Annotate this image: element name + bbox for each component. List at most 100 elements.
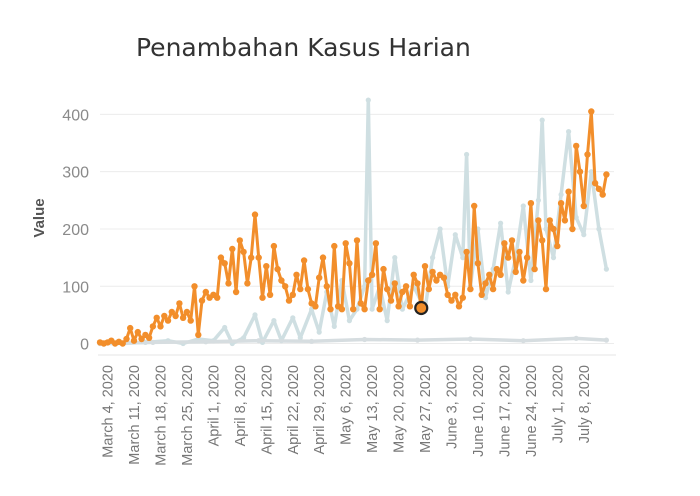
data-point[interactable] xyxy=(161,312,168,320)
data-point[interactable] xyxy=(493,265,500,273)
data-point[interactable] xyxy=(119,340,126,347)
data-point[interactable] xyxy=(444,291,451,298)
data-point[interactable] xyxy=(357,300,364,307)
data-point[interactable] xyxy=(259,294,266,301)
data-point[interactable] xyxy=(217,254,225,261)
data-point[interactable] xyxy=(241,335,247,341)
data-point[interactable] xyxy=(474,260,482,267)
data-point[interactable] xyxy=(134,328,141,336)
data-point[interactable] xyxy=(309,338,315,344)
data-point[interactable] xyxy=(198,297,206,304)
data-point[interactable] xyxy=(486,271,493,278)
data-point[interactable] xyxy=(331,242,338,250)
data-point[interactable] xyxy=(179,314,187,321)
data-point[interactable] xyxy=(266,291,274,298)
data-point[interactable] xyxy=(384,318,390,324)
data-point[interactable] xyxy=(508,237,516,244)
data-point[interactable] xyxy=(376,306,383,313)
data-point[interactable] xyxy=(520,338,526,344)
data-point[interactable] xyxy=(569,225,576,233)
data-point[interactable] xyxy=(550,255,557,261)
data-point[interactable] xyxy=(437,226,443,232)
data-point[interactable] xyxy=(505,289,511,295)
data-point[interactable] xyxy=(584,151,591,158)
data-point[interactable] xyxy=(331,323,337,329)
data-point[interactable] xyxy=(603,171,610,178)
data-point[interactable] xyxy=(338,306,346,313)
data-point[interactable] xyxy=(327,306,334,313)
data-point[interactable] xyxy=(603,266,610,272)
data-point[interactable] xyxy=(566,129,572,135)
data-point[interactable] xyxy=(346,260,353,267)
data-point[interactable] xyxy=(240,248,247,256)
data-point[interactable] xyxy=(498,220,504,226)
data-point[interactable] xyxy=(221,260,228,267)
data-point[interactable] xyxy=(263,263,270,270)
data-point[interactable] xyxy=(430,255,436,261)
data-point[interactable] xyxy=(591,179,599,187)
data-point[interactable] xyxy=(290,315,296,321)
data-point[interactable] xyxy=(512,268,519,276)
data-point[interactable] xyxy=(164,317,172,324)
data-point[interactable] xyxy=(350,306,357,313)
data-point[interactable] xyxy=(289,291,296,298)
data-point[interactable] xyxy=(127,324,134,332)
data-point[interactable] xyxy=(362,336,368,343)
data-point[interactable] xyxy=(255,254,262,261)
data-point[interactable] xyxy=(195,331,202,339)
data-point[interactable] xyxy=(392,255,398,261)
data-point[interactable] xyxy=(543,226,549,232)
data-point[interactable] xyxy=(138,335,145,343)
data-point[interactable] xyxy=(539,117,545,123)
data-point[interactable] xyxy=(297,335,303,341)
data-point[interactable] xyxy=(603,337,610,343)
data-point[interactable] xyxy=(229,245,236,253)
data-point[interactable] xyxy=(248,254,255,261)
data-point[interactable] xyxy=(459,294,466,301)
data-point[interactable] xyxy=(274,265,281,273)
data-point[interactable] xyxy=(319,254,327,261)
data-point[interactable] xyxy=(588,108,595,115)
data-point[interactable] xyxy=(478,291,485,298)
data-point[interactable] xyxy=(365,97,371,103)
data-point[interactable] xyxy=(316,329,322,335)
data-point[interactable] xyxy=(285,297,293,304)
data-point[interactable] xyxy=(123,335,130,343)
data-point[interactable] xyxy=(588,169,594,175)
data-point[interactable] xyxy=(558,192,564,198)
data-point[interactable] xyxy=(172,312,179,320)
data-point[interactable] xyxy=(346,318,352,324)
data-point[interactable] xyxy=(372,240,380,247)
data-point[interactable] xyxy=(452,291,459,298)
data-point[interactable] xyxy=(236,237,243,244)
data-point[interactable] xyxy=(342,240,349,247)
data-point[interactable] xyxy=(464,151,470,158)
data-point[interactable] xyxy=(406,303,414,310)
data-point[interactable] xyxy=(463,248,470,256)
data-point[interactable] xyxy=(531,265,538,273)
data-point[interactable] xyxy=(203,339,209,345)
data-point[interactable] xyxy=(384,285,391,293)
data-point[interactable] xyxy=(176,300,183,307)
data-point[interactable] xyxy=(282,283,289,290)
data-point[interactable] xyxy=(414,337,421,343)
data-point[interactable] xyxy=(271,318,277,324)
data-point[interactable] xyxy=(595,185,603,193)
data-point[interactable] xyxy=(304,285,312,293)
data-point[interactable] xyxy=(402,283,410,290)
data-point[interactable] xyxy=(535,197,542,203)
data-point[interactable] xyxy=(565,188,572,195)
data-point[interactable] xyxy=(455,303,463,310)
data-point[interactable] xyxy=(300,257,308,264)
data-point[interactable] xyxy=(256,338,262,344)
data-point[interactable] xyxy=(561,217,569,224)
data-point[interactable] xyxy=(270,242,278,250)
data-point[interactable] xyxy=(410,271,417,278)
data-point[interactable] xyxy=(471,202,478,210)
data-point[interactable] xyxy=(395,303,402,310)
data-point[interactable] xyxy=(187,317,194,324)
data-point[interactable] xyxy=(520,203,526,209)
data-point[interactable] xyxy=(452,232,458,238)
data-point[interactable] xyxy=(244,280,251,287)
data-point[interactable] xyxy=(153,314,160,321)
